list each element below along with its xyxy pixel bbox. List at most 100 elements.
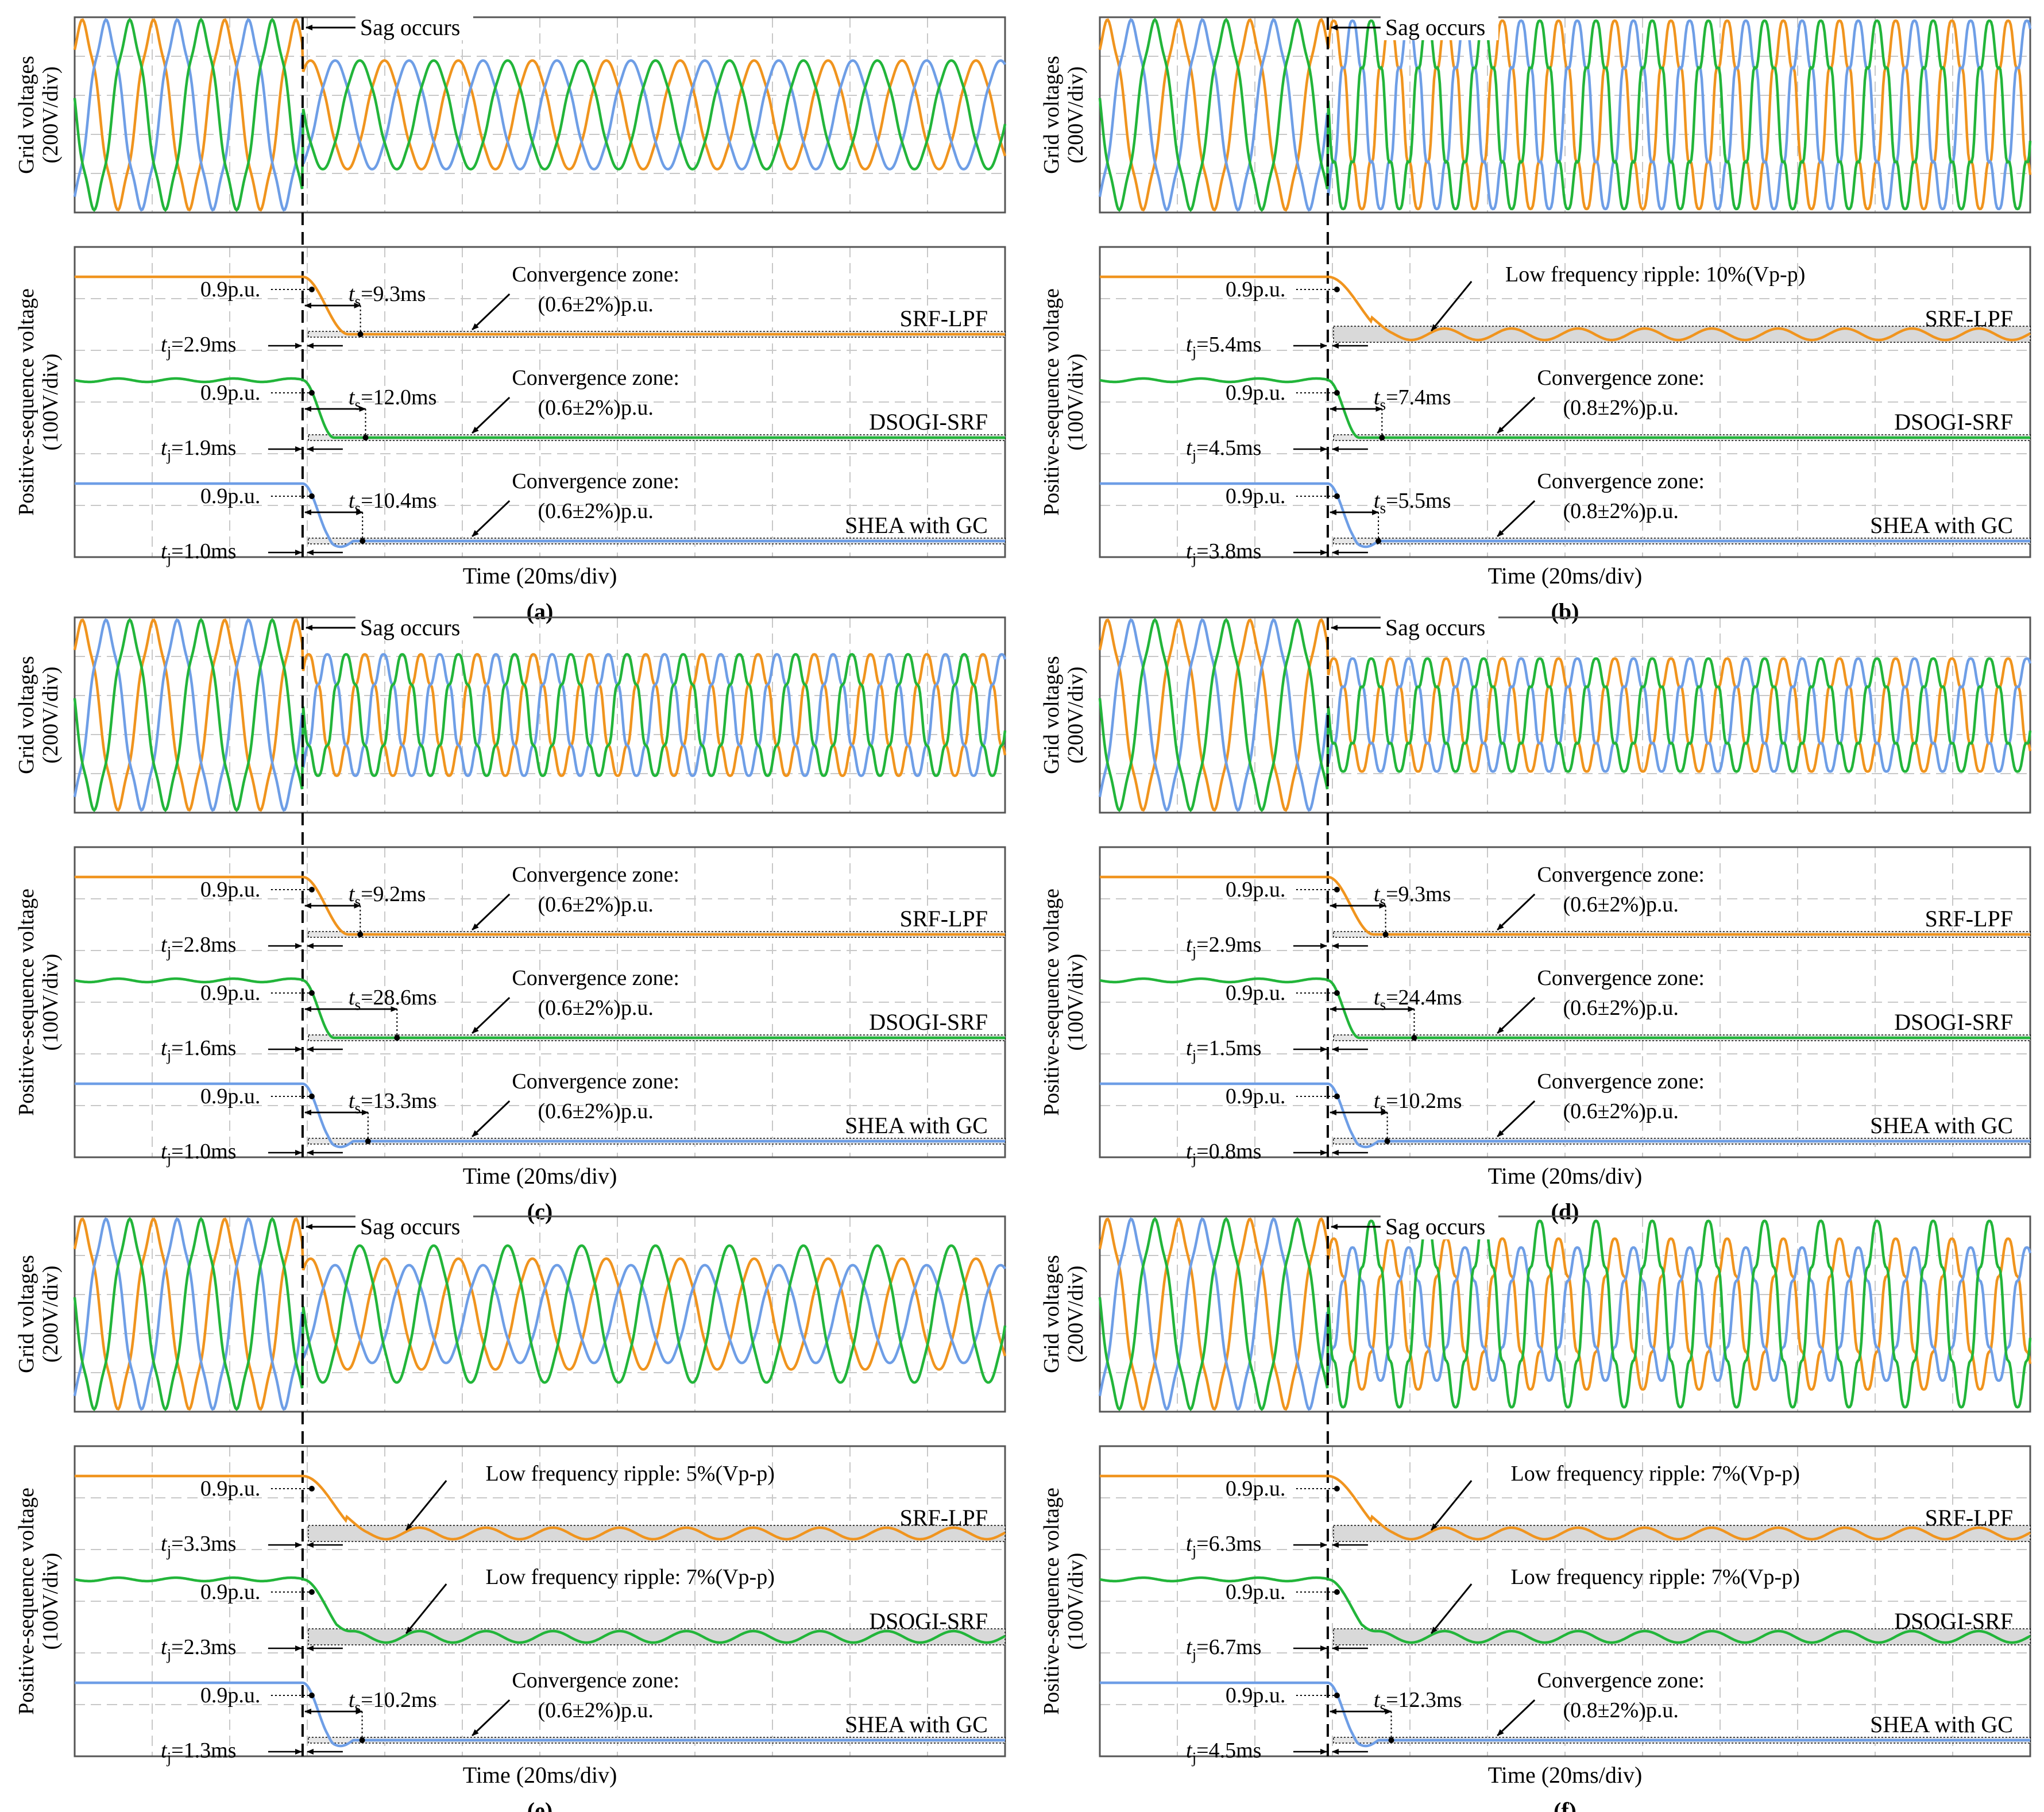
method-name-green: DSOGI-SRF <box>869 409 988 435</box>
zone-value: (0.6±2%)p.u. <box>538 1099 654 1123</box>
pre-sag-label: 0.9p.u. <box>1226 1477 1286 1501</box>
pos-ylabel-line1: Positive-sequence voltage <box>14 288 38 516</box>
pre-sag-point <box>1334 887 1340 893</box>
ts-point <box>362 435 369 441</box>
tj-label: tj=1.0ms <box>161 1139 236 1168</box>
pre-sag-label: 0.9p.u. <box>200 1477 261 1501</box>
method-name-orange: SRF-LPF <box>1925 1505 2013 1531</box>
ts-label: ts=12.3ms <box>1374 1688 1462 1716</box>
zone-arrow <box>1497 1699 1536 1737</box>
method-name-green: DSOGI-SRF <box>1894 1009 2013 1035</box>
zone-title: Convergence zone: <box>512 469 679 493</box>
method-name-orange: SRF-LPF <box>1925 906 2013 932</box>
x-axis-label: Time (20ms/div) <box>1488 1163 1643 1189</box>
x-axis-label: Time (20ms/div) <box>1488 1762 1643 1788</box>
ripple-label: Low frequency ripple: 7%(Vp-p) <box>1511 1565 1800 1589</box>
tj-label: tj=6.7ms <box>1186 1635 1261 1663</box>
pos-seq-orange-series <box>1100 1474 2031 1541</box>
pos-seq-green-series <box>1099 377 2030 439</box>
zone-title: Convergence zone: <box>512 366 679 390</box>
grid-voltage-blue-series <box>73 1217 1006 1411</box>
zone-arrow <box>1497 1100 1536 1138</box>
grid-ylabel-line2: (200V/div) <box>38 67 63 164</box>
grid-ylabel-line1: Grid voltages <box>14 1255 38 1373</box>
pos-ylabel-line2: (100V/div) <box>38 954 63 1051</box>
x-axis-label: Time (20ms/div) <box>1488 563 1643 589</box>
pre-sag-label: 0.9p.u. <box>200 1580 261 1604</box>
pos-seq-frame <box>1099 1445 2031 1757</box>
grid-voltage-frame <box>74 616 1006 814</box>
tj-label: tj=5.4ms <box>1186 333 1261 361</box>
pos-seq-orange-series <box>75 275 1005 336</box>
ts-label: ts=10.4ms <box>349 489 437 517</box>
ts-point <box>365 1138 371 1144</box>
x-axis-label: Time (20ms/div) <box>463 563 617 589</box>
sag-label-bg <box>1380 1212 1498 1239</box>
zone-title: Convergence zone: <box>512 966 679 990</box>
pos-seq-green-series <box>74 377 1005 439</box>
method-name-orange: SRF-LPF <box>900 1505 988 1531</box>
pos-seq-green-series <box>74 977 1005 1040</box>
pos-ylabel-line2: (100V/div) <box>1064 954 1088 1051</box>
zone-arrow <box>472 500 511 538</box>
pre-sag-label: 0.9p.u. <box>1226 1580 1286 1604</box>
zone-value: (0.8±2%)p.u. <box>1563 396 1679 420</box>
sag-label-bg <box>1380 13 1498 40</box>
grid-voltage-orange-series <box>73 618 1007 812</box>
pre-sag-point <box>1334 1693 1340 1698</box>
zone-title: Convergence zone: <box>512 863 679 887</box>
pre-sag-point <box>308 493 315 499</box>
pre-sag-point <box>308 1486 315 1492</box>
sag-label: Sag occurs <box>360 1214 460 1239</box>
pre-sag-label: 0.9p.u. <box>200 1683 261 1707</box>
pos-seq-blue-series <box>1100 1082 2030 1149</box>
zone-value: (0.6±2%)p.u. <box>538 893 654 917</box>
tj-label: tj=3.8ms <box>1186 539 1261 567</box>
grid-ylabel-line1: Grid voltages <box>1040 1255 1064 1373</box>
ts-label: ts=12.0ms <box>349 385 437 414</box>
zone-value: (0.6±2%)p.u. <box>538 1698 654 1722</box>
zone-arrow <box>472 1100 511 1138</box>
zone-title: Convergence zone: <box>1537 1069 1705 1094</box>
grid-voltage-frame <box>1099 16 2031 214</box>
zone-arrow <box>472 893 511 931</box>
pre-sag-point <box>1334 493 1340 499</box>
panel-b: Grid voltages (200V/div) Positive-sequence… <box>1040 13 2032 624</box>
tj-label: tj=6.3ms <box>1186 1532 1261 1560</box>
grid-ylabel-line2: (200V/div) <box>38 1266 63 1363</box>
ripple-arrow <box>1431 281 1473 331</box>
pre-sag-label: 0.9p.u. <box>1226 1084 1286 1108</box>
ts-point <box>357 932 364 937</box>
pos-seq-blue-series <box>75 1082 1005 1149</box>
grid-ylabel-line1: Grid voltages <box>14 56 38 174</box>
ts-label: ts=24.4ms <box>1374 986 1462 1014</box>
grid-voltage-green-series <box>1098 618 2032 812</box>
method-name-blue: SHEA with GC <box>845 1112 988 1138</box>
ripple-label: Low frequency ripple: 7%(Vp-p) <box>486 1565 775 1589</box>
pre-sag-point <box>1334 1589 1340 1595</box>
panel-c: Grid voltages (200V/div) Positive-sequence… <box>14 613 1007 1224</box>
pos-ylabel-line1: Positive-sequence voltage <box>1040 1488 1064 1715</box>
panel-d: Grid voltages (200V/div) Positive-sequence… <box>1040 613 2032 1224</box>
sag-label-bg <box>355 13 473 40</box>
zone-title: Convergence zone: <box>1537 469 1705 493</box>
sag-label: Sag occurs <box>1385 1214 1485 1239</box>
pos-seq-orange-series <box>75 1474 1006 1541</box>
pre-sag-point <box>1334 1486 1340 1492</box>
pre-sag-point <box>308 1589 315 1595</box>
pre-sag-point <box>308 990 315 996</box>
pos-seq-blue-series <box>1100 1681 2030 1748</box>
grid-voltage-frame <box>74 1215 1006 1413</box>
ts-label: ts=10.2ms <box>1374 1089 1462 1117</box>
grid-ylabel-line2: (200V/div) <box>1064 67 1088 164</box>
zone-arrow <box>472 293 511 331</box>
sag-label: Sag occurs <box>360 615 460 640</box>
pos-ylabel-line2: (100V/div) <box>38 354 63 451</box>
pre-sag-point <box>308 1094 315 1099</box>
pre-sag-label: 0.9p.u. <box>200 277 261 302</box>
pre-sag-label: 0.9p.u. <box>200 981 261 1005</box>
panel-f: Grid voltages (200V/div) Positive-sequence… <box>1040 1212 2032 1812</box>
pre-sag-point <box>1334 990 1340 996</box>
method-name-blue: SHEA with GC <box>1870 1112 2013 1138</box>
